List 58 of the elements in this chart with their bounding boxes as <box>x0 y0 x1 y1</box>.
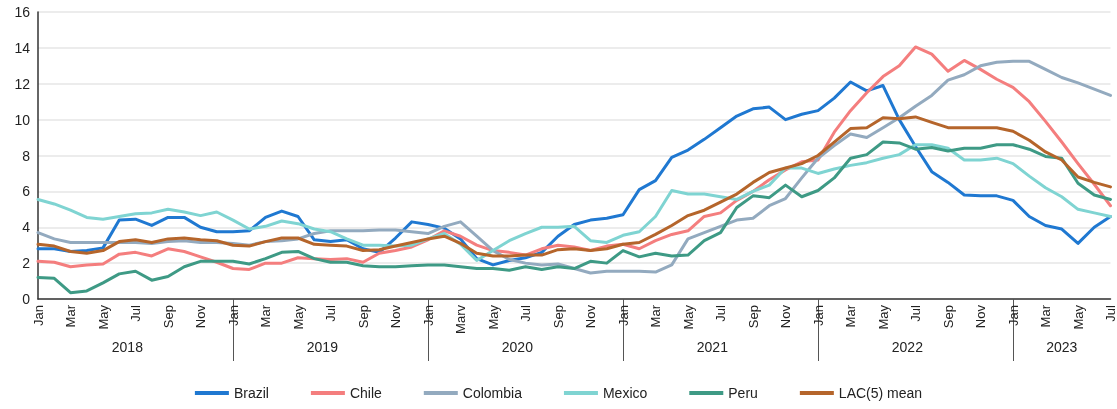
x-tick-label: Nov <box>973 304 988 329</box>
y-tick-label: 10 <box>14 111 31 128</box>
x-tick-label: Nov <box>193 304 208 329</box>
x-tick-label: Mar <box>843 304 858 328</box>
text: 2023 <box>1046 339 1078 355</box>
y-tick-label: 8 <box>22 147 31 164</box>
x-tick-label: May <box>95 304 111 330</box>
x-tick-label: Jul <box>323 304 338 322</box>
line-series <box>36 115 1112 258</box>
x-tick-label: Sep <box>940 305 956 329</box>
y-tick-label: 16 <box>14 4 31 20</box>
legend-label: Colombia <box>462 385 523 401</box>
x-tick-label: Jul <box>908 304 923 322</box>
x-tick-label: Sep <box>160 305 176 329</box>
x-tick-label: Nov <box>778 304 793 329</box>
y-tick-label: 0 <box>22 291 31 307</box>
x-tick-label: May <box>290 304 306 330</box>
y-tick-label: 6 <box>22 183 31 200</box>
x-tick-label: Sep <box>355 305 371 329</box>
legend-label: Mexico <box>602 385 648 401</box>
x-tick-label: Sep <box>745 305 761 329</box>
x-tick-label: Nov <box>388 304 403 329</box>
legend-label: Peru <box>728 385 758 401</box>
x-tick-label: Jul <box>1103 304 1117 322</box>
x-tick-label: May <box>875 304 891 330</box>
y-tick-label: 12 <box>14 75 31 92</box>
x-tick-label: Jan <box>615 305 631 326</box>
x-tick-label: Jul <box>713 304 728 322</box>
x-tick-label: Jul <box>128 304 143 322</box>
x-tick-label: Mar <box>648 304 663 328</box>
text: 2019 <box>306 339 339 355</box>
x-tick-label: May <box>1070 304 1086 330</box>
x-tick-label: Jan <box>225 305 241 326</box>
legend-label: LAC(5) mean <box>838 385 923 401</box>
text: 2018 <box>111 339 144 355</box>
y-tick-label: 2 <box>22 255 31 272</box>
x-tick-label: Mar <box>258 304 273 328</box>
x-tick-label: Jan <box>420 305 436 326</box>
x-tick-label: Nov <box>583 304 598 329</box>
text: 2022 <box>891 339 924 355</box>
text: 2020 <box>501 339 534 355</box>
x-tick-label: Jan <box>30 305 46 326</box>
x-tick-label: Mar <box>1038 304 1053 328</box>
x-tick-label: Sep <box>550 305 566 329</box>
x-tick-label: May <box>680 304 696 330</box>
legend-label: Brazil <box>233 385 269 401</box>
line-series <box>36 140 1112 295</box>
x-tick-label: Jan <box>810 305 826 326</box>
x-tick-label: Jan <box>1005 305 1021 326</box>
x-tick-label: Jul <box>518 304 533 322</box>
text: 2021 <box>696 339 729 355</box>
x-tick-label: Mar <box>63 304 78 328</box>
x-tick-label: May <box>485 304 501 330</box>
y-tick-label: 14 <box>14 39 31 56</box>
x-tick-label: Marv <box>453 304 468 334</box>
legend-label: Chile <box>349 385 383 401</box>
line-series <box>36 143 1112 262</box>
y-tick-label: 4 <box>22 219 31 236</box>
